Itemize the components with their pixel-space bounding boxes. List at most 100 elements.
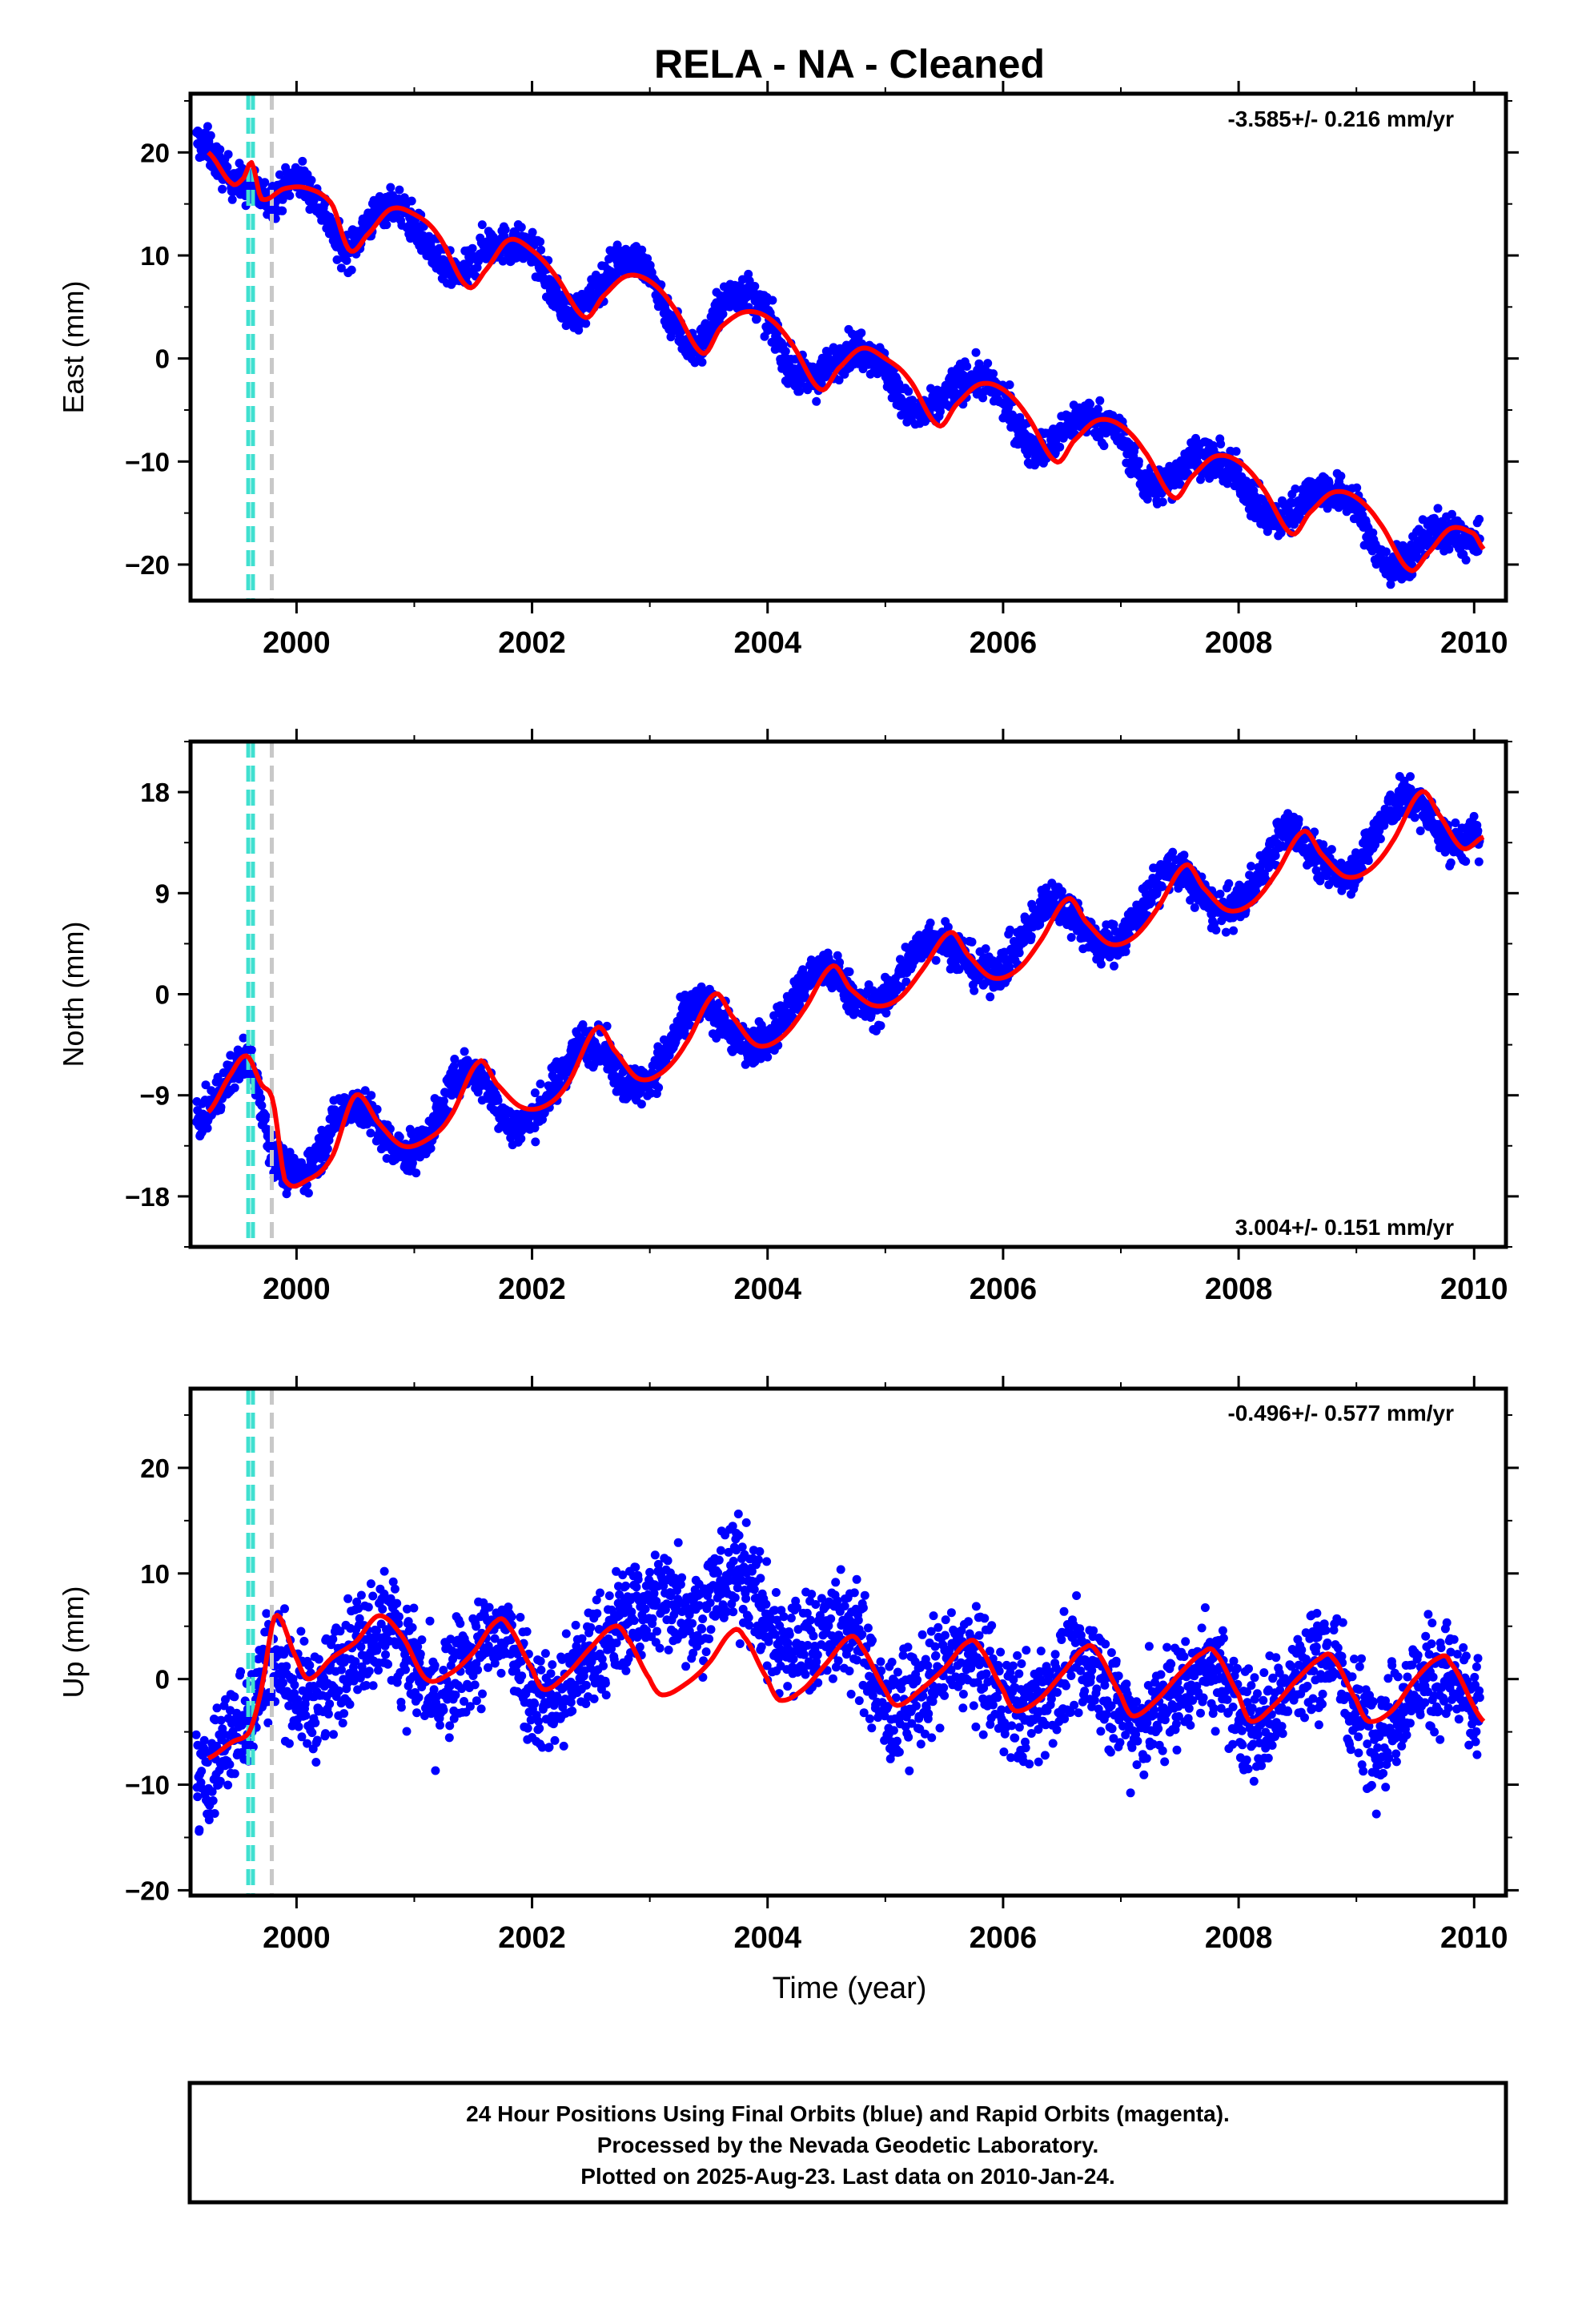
north-data-point bbox=[367, 1091, 376, 1100]
north-data-point bbox=[408, 1158, 417, 1168]
east-data-point bbox=[307, 175, 316, 185]
north-data-point bbox=[439, 1096, 448, 1106]
east-data-point bbox=[738, 275, 747, 284]
north-data-point bbox=[845, 967, 854, 976]
north-data-point bbox=[360, 1086, 370, 1096]
east-data-point bbox=[1444, 545, 1454, 554]
east-data-point bbox=[637, 245, 647, 255]
north-data-point bbox=[986, 992, 995, 1002]
east-data-point bbox=[1461, 555, 1471, 565]
north-data-point bbox=[1221, 927, 1231, 937]
north-data-point bbox=[216, 1103, 226, 1112]
east-data-point bbox=[857, 328, 866, 338]
east-data-point bbox=[332, 255, 342, 264]
east-data-point bbox=[395, 185, 404, 195]
east-data-point bbox=[1231, 447, 1241, 456]
north-data-point bbox=[203, 1124, 212, 1133]
east-data-point bbox=[516, 223, 526, 232]
east-data-point bbox=[744, 269, 753, 279]
east-data-point bbox=[904, 387, 913, 396]
east-data-point bbox=[718, 309, 728, 319]
north-data-point bbox=[372, 1104, 382, 1114]
north-data-point bbox=[493, 1096, 503, 1105]
north-data-point bbox=[1066, 933, 1076, 942]
north-data-point bbox=[256, 1093, 266, 1103]
east-data-point bbox=[1210, 470, 1219, 480]
east-y-tick-label: −10 bbox=[125, 447, 170, 476]
east-data-point bbox=[1473, 546, 1483, 556]
east-data-point bbox=[260, 178, 270, 187]
east-rate-annotation: -3.585+/- 0.216 mm/yr bbox=[1227, 107, 1454, 131]
east-data-point bbox=[795, 387, 804, 396]
north-data-point bbox=[763, 1052, 773, 1062]
east-x-tick-label: 2006 bbox=[970, 626, 1038, 660]
north-data-point bbox=[1110, 961, 1118, 971]
east-y-tick-label: 0 bbox=[155, 344, 170, 374]
east-data-point bbox=[342, 255, 351, 265]
east-data-point bbox=[528, 227, 537, 237]
north-data-point bbox=[531, 1137, 540, 1147]
north-data-point bbox=[1179, 850, 1189, 860]
north-data-point bbox=[450, 1055, 460, 1063]
north-data-point bbox=[1294, 814, 1303, 824]
east-data-point bbox=[1368, 528, 1378, 537]
east-model-curve bbox=[207, 151, 1486, 573]
north-data-point bbox=[239, 1033, 248, 1043]
east-x-tick-label: 2002 bbox=[498, 626, 566, 660]
east-data-point bbox=[1291, 485, 1300, 493]
east-data-point bbox=[382, 220, 391, 230]
east-data-point bbox=[386, 183, 396, 192]
north-data-point bbox=[536, 1080, 545, 1088]
east-data-point bbox=[1216, 440, 1226, 448]
north-data-point bbox=[257, 1101, 267, 1110]
east-data-point bbox=[752, 315, 761, 324]
north-data-point bbox=[1247, 862, 1256, 871]
north-data-point bbox=[833, 951, 842, 960]
east-data-point bbox=[1175, 480, 1185, 489]
east-data-point bbox=[1086, 400, 1094, 409]
east-data-point bbox=[477, 220, 487, 230]
east-data-point bbox=[1381, 547, 1391, 557]
north-data-point bbox=[1168, 847, 1178, 857]
east-data-point bbox=[407, 196, 416, 206]
east-scatter-points bbox=[191, 122, 1484, 589]
east-data-point bbox=[971, 348, 981, 357]
north-data-point bbox=[1224, 879, 1234, 888]
east-data-point bbox=[218, 184, 227, 194]
east-data-point bbox=[223, 150, 233, 159]
east-data-point bbox=[536, 237, 545, 247]
north-data-point bbox=[1215, 889, 1225, 899]
east-data-point bbox=[978, 393, 988, 403]
east-data-point bbox=[1336, 472, 1346, 480]
east-data-point bbox=[1223, 479, 1232, 489]
east-data-point bbox=[983, 359, 993, 368]
east-data-point bbox=[223, 163, 232, 171]
north-data-point bbox=[395, 1132, 404, 1142]
east-data-point bbox=[1134, 456, 1143, 466]
east-x-tick-label: 2010 bbox=[1440, 626, 1508, 660]
north-data-point bbox=[795, 1000, 805, 1009]
east-data-point bbox=[1094, 404, 1102, 414]
east-data-point bbox=[936, 407, 945, 416]
east-x-tick-label: 2000 bbox=[263, 626, 331, 660]
north-data-point bbox=[654, 1083, 664, 1092]
east-data-point bbox=[989, 369, 998, 379]
east-y-tick-label: 20 bbox=[140, 138, 170, 167]
east-data-point bbox=[768, 296, 777, 305]
east-data-point bbox=[278, 206, 287, 215]
north-data-point bbox=[1014, 948, 1024, 958]
east-data-point bbox=[612, 240, 622, 250]
north-data-point bbox=[1211, 925, 1221, 935]
east-data-point bbox=[643, 254, 652, 263]
north-data-point bbox=[449, 1061, 459, 1071]
east-data-point bbox=[500, 225, 510, 235]
east-data-point bbox=[1433, 504, 1443, 513]
north-data-point bbox=[366, 1128, 375, 1138]
north-data-point bbox=[460, 1047, 469, 1056]
east-data-point bbox=[536, 245, 546, 255]
north-data-point bbox=[1229, 926, 1239, 935]
east-y-tick-label: −20 bbox=[125, 550, 170, 580]
east-data-point bbox=[581, 319, 591, 328]
